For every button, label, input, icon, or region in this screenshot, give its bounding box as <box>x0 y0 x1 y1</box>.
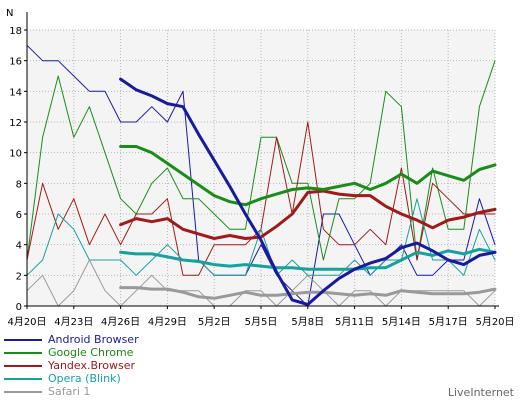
y-tick-label: 0 <box>16 302 22 313</box>
x-tick-label: 4月23日 <box>54 316 93 328</box>
y-axis-label: N <box>6 8 13 19</box>
smoothed-series <box>119 77 497 306</box>
legend-entry: Opera (Blink) <box>4 372 139 385</box>
y-tick-label: 6 <box>16 210 22 221</box>
legend-entry: Android Browser <box>4 333 139 346</box>
brand-label: LiveInternet <box>447 386 514 399</box>
x-tick-label: 4月29日 <box>148 316 187 328</box>
series-line-raw <box>26 44 496 307</box>
y-tick-label: 2 <box>16 271 22 282</box>
raw-series <box>26 44 496 307</box>
legend-swatch <box>4 377 42 380</box>
x-tick-label: 5月17日 <box>429 316 468 328</box>
y-tick-label: 14 <box>9 87 22 98</box>
legend-label: Safari 1 <box>48 385 91 398</box>
y-ticks: 0 2 4 6 8 10 12 14 16 18 <box>9 26 27 313</box>
x-ticks: 4月20日 4月23日 4月26日 4月29日 5月2日 5月5日 5月8日 5月11日 5月1… <box>7 306 515 328</box>
y-tick-label: 16 <box>9 57 22 68</box>
legend: Android Browser Google Chrome Yandex.Brows… <box>4 333 139 398</box>
legend-label: Yandex.Browser <box>48 359 136 372</box>
x-tick-label: 4月20日 <box>7 316 46 328</box>
series-line-raw <box>26 198 496 276</box>
x-tick-label: 5月11日 <box>335 316 374 328</box>
legend-label: Google Chrome <box>48 346 134 359</box>
series-line-smoothed <box>119 286 497 300</box>
series-line-smoothed <box>119 77 497 306</box>
legend-entry: Google Chrome <box>4 346 139 359</box>
y-tick-label: 8 <box>16 179 22 190</box>
legend-swatch <box>4 351 42 354</box>
x-tick-label: 5月14日 <box>382 316 421 328</box>
legend-label: Opera (Blink) <box>48 372 121 385</box>
x-tick-label: 5月8日 <box>291 316 324 328</box>
legend-entry: Yandex.Browser <box>4 359 139 372</box>
legend-swatch <box>4 390 42 393</box>
series-line-smoothed <box>119 189 497 240</box>
y-tick-label: 12 <box>9 118 22 129</box>
y-tick-label: 10 <box>9 149 22 160</box>
y-tick-label: 4 <box>16 241 22 252</box>
x-tick-label: 4月26日 <box>101 316 140 328</box>
series-line-smoothed <box>119 145 497 207</box>
legend-entry: Safari 1 <box>4 385 139 398</box>
x-tick-label: 5月2日 <box>198 316 231 328</box>
x-tick-label: 5月20日 <box>475 316 514 328</box>
legend-swatch <box>4 338 42 341</box>
legend-label: Android Browser <box>48 333 139 346</box>
y-tick-label: 18 <box>9 26 22 37</box>
chart: 0 2 4 6 8 10 12 14 16 18 4月20日 4月23日 4月26日 4月29日 5月2日… <box>6 8 515 328</box>
series-line-smoothed <box>119 247 497 271</box>
legend-swatch <box>4 364 42 367</box>
x-tick-label: 5月5日 <box>245 316 278 328</box>
